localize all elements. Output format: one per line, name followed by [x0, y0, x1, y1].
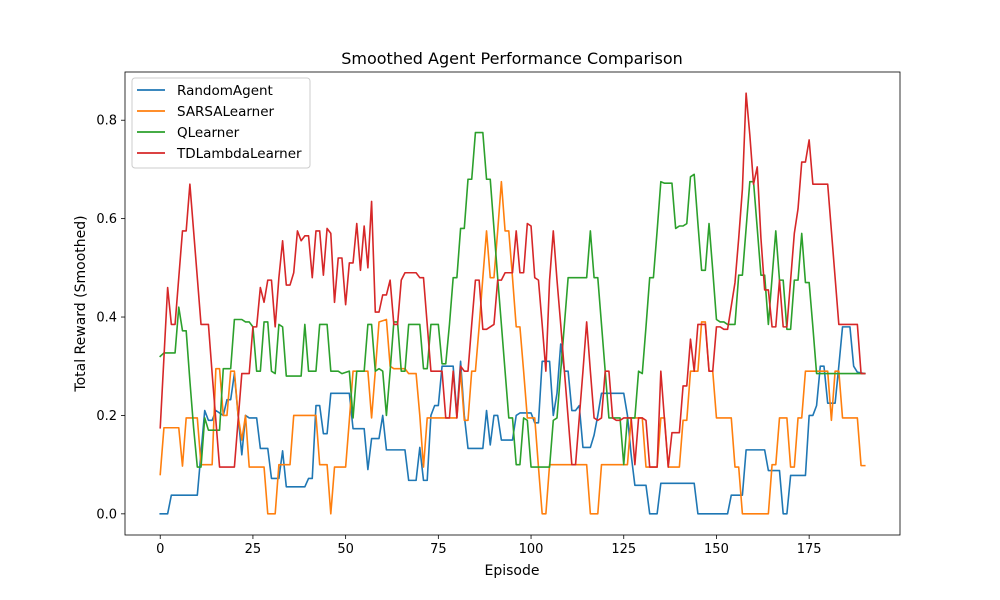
y-axis-label: Total Reward (Smoothed)	[73, 215, 89, 392]
plot-frame	[124, 71, 901, 536]
x-tick-label: 25	[245, 542, 262, 557]
series-line-randomagent	[159, 326, 866, 515]
series-line-qlearner	[159, 131, 866, 468]
series-line-tdlambdalearner	[159, 92, 866, 468]
legend-label-sarsalearner: SARSALearner	[177, 104, 275, 120]
y-tick-label: 0.0	[96, 507, 117, 522]
x-tick-label: 75	[430, 542, 447, 557]
x-tick-label: 50	[337, 542, 354, 557]
y-tick-label: 0.6	[96, 212, 117, 227]
y-tick-label: 0.2	[96, 409, 117, 424]
series-line-sarsalearner	[159, 180, 866, 515]
legend-label-qlearner: QLearner	[177, 125, 240, 141]
x-tick-label: 175	[797, 542, 822, 557]
series-layer	[159, 92, 866, 515]
y-axis: 0.0 0.2 0.4 0.6 0.8	[96, 114, 125, 522]
x-tick-label: 0	[156, 542, 164, 557]
legend-label-tdlambdalearner: TDLambdaLearner	[176, 146, 302, 162]
x-tick-label: 125	[611, 542, 636, 557]
legend-frame	[131, 77, 311, 169]
legend: RandomAgent SARSALearner QLearner TDLambdaL…	[131, 77, 311, 169]
legend-label-randomagent: RandomAgent	[177, 83, 273, 99]
legend-items: RandomAgent SARSALearner QLearner TDLambdaL…	[137, 83, 302, 162]
x-tick-label: 150	[704, 542, 729, 557]
x-axis-label: Episode	[485, 563, 540, 579]
y-tick-label: 0.8	[96, 114, 117, 129]
x-axis: 0 25 50 75 100 125 150 175	[156, 535, 822, 557]
x-tick-label: 100	[519, 542, 544, 557]
chart-title: Smoothed Agent Performance Comparison	[341, 49, 683, 68]
y-tick-label: 0.4	[96, 311, 117, 326]
